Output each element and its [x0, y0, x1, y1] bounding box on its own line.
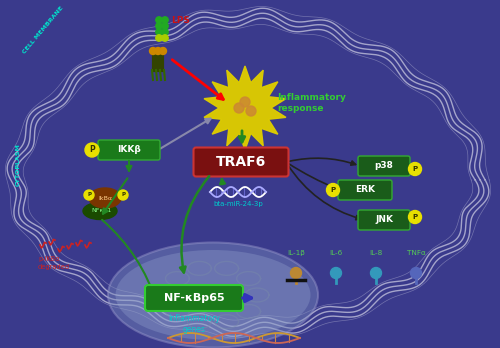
Circle shape: [234, 103, 244, 113]
Text: Inflammatory
response: Inflammatory response: [277, 93, 346, 113]
Text: ERK: ERK: [355, 185, 375, 195]
Text: p-IKBα
degraded: p-IKBα degraded: [38, 256, 70, 270]
Text: IKKβ: IKKβ: [117, 145, 141, 155]
Circle shape: [118, 190, 128, 200]
Polygon shape: [204, 66, 286, 150]
Circle shape: [162, 29, 168, 35]
Circle shape: [408, 211, 422, 223]
Text: TNFα: TNFα: [406, 250, 426, 256]
Ellipse shape: [108, 243, 318, 348]
FancyBboxPatch shape: [338, 180, 392, 200]
Text: p38: p38: [374, 161, 394, 171]
FancyBboxPatch shape: [98, 140, 160, 160]
Circle shape: [290, 268, 302, 278]
Circle shape: [85, 143, 99, 157]
Text: NFκB1: NFκB1: [91, 208, 111, 214]
Circle shape: [246, 106, 256, 116]
Circle shape: [370, 268, 382, 278]
Text: IkBα: IkBα: [98, 196, 112, 200]
Ellipse shape: [89, 188, 121, 208]
Circle shape: [150, 47, 156, 55]
FancyBboxPatch shape: [358, 156, 410, 176]
Text: CELL MEMBRANE: CELL MEMBRANE: [22, 6, 64, 55]
Circle shape: [156, 17, 162, 23]
Circle shape: [408, 163, 422, 175]
Text: P: P: [330, 187, 336, 193]
Text: LPS: LPS: [171, 16, 190, 25]
Circle shape: [156, 29, 162, 35]
Text: IL-8: IL-8: [370, 250, 382, 256]
Text: Inflammatory
genes: Inflammatory genes: [168, 314, 220, 334]
Text: P: P: [89, 145, 95, 155]
Text: P: P: [412, 214, 418, 220]
Circle shape: [330, 268, 342, 278]
Text: JNK: JNK: [375, 215, 393, 224]
Text: P: P: [87, 192, 91, 198]
Text: bta-miR-24-3p: bta-miR-24-3p: [213, 201, 263, 207]
Text: IL-6: IL-6: [330, 250, 342, 256]
Text: TRAF6: TRAF6: [216, 155, 266, 169]
Circle shape: [156, 35, 162, 41]
Circle shape: [326, 183, 340, 197]
Text: P: P: [412, 166, 418, 172]
Circle shape: [162, 23, 168, 29]
Circle shape: [162, 17, 168, 23]
Ellipse shape: [116, 250, 310, 340]
Ellipse shape: [83, 203, 117, 220]
Text: IL-1β: IL-1β: [287, 250, 305, 256]
Circle shape: [154, 47, 162, 55]
Circle shape: [410, 268, 422, 278]
FancyBboxPatch shape: [194, 148, 288, 176]
Text: P: P: [121, 192, 125, 198]
FancyBboxPatch shape: [145, 285, 243, 311]
Circle shape: [160, 47, 166, 55]
Text: NF-κBp65: NF-κBp65: [164, 293, 224, 303]
Text: CYTOPLASM: CYTOPLASM: [16, 144, 20, 187]
FancyBboxPatch shape: [358, 210, 410, 230]
Circle shape: [240, 97, 250, 107]
Circle shape: [162, 35, 168, 41]
Circle shape: [84, 190, 94, 200]
Circle shape: [156, 23, 162, 29]
